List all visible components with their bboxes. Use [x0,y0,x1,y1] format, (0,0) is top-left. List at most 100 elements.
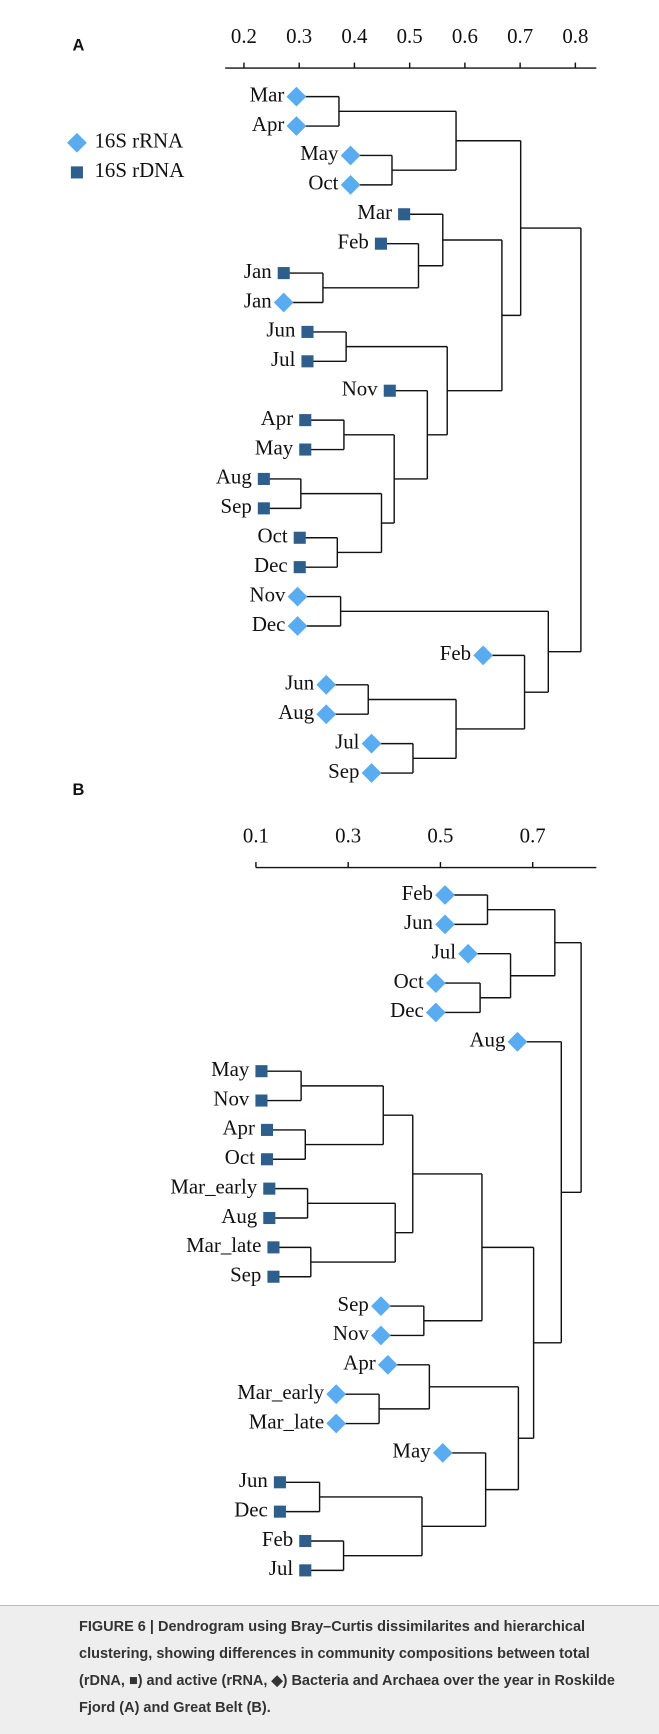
leaf-label: Sep [230,1263,261,1287]
leaf-marker [299,443,312,456]
leaf-label: Jul [271,347,296,371]
leaf-label: Mar_late [249,1409,324,1433]
leaf-label: Jun [285,671,315,695]
leaf-marker [301,325,314,338]
leaf-marker [316,674,337,695]
leaf-marker [371,1325,391,1346]
leaf-label: Aug [216,465,252,489]
leaf-marker [340,174,361,195]
leaf-label: Jun [239,1468,269,1492]
leaf-marker [263,1182,276,1195]
leaf-marker [267,1270,280,1283]
x-tick-label: 0.1 [243,824,269,848]
legend-marker [67,132,87,153]
leaf-label: May [255,435,294,459]
leaf-label: Sep [220,494,251,518]
leaf-marker [507,1031,528,1052]
leaf-marker [299,414,312,427]
leaf-marker [473,645,494,666]
leaf-label: Jul [269,1556,294,1580]
leaf-marker [435,885,455,905]
x-tick-label: 0.7 [520,824,546,848]
leaf-label: May [392,1439,431,1463]
leaf-label: Dec [254,553,288,577]
leaf-label: Jul [432,939,457,963]
leaf-label: Feb [338,229,369,253]
leaf-marker [287,586,308,607]
leaf-marker [374,237,387,250]
leaf-marker [398,208,411,221]
leaf-marker [377,1354,398,1375]
leaf-marker [293,561,306,574]
leaf-label: Mar [250,82,285,106]
leaf-marker [273,292,294,313]
leaf-label: Oct [225,1145,255,1169]
leaf-label: Nov [213,1086,249,1110]
leaf-marker [286,116,307,136]
leaf-label: Dec [390,998,424,1022]
legend-marker [70,166,83,179]
leaf-marker [255,1094,268,1107]
caption-box [0,1605,659,1734]
x-tick-label: 0.3 [286,24,312,48]
leaf-label: Mar_late [186,1233,261,1257]
legend-label: 16S rDNA [94,158,184,182]
leaf-marker [277,267,290,280]
leaf-marker [299,1564,312,1577]
leaf-label: Dec [252,612,286,636]
leaf-marker [361,763,382,783]
leaf-label: Nov [342,377,378,401]
leaf-marker [458,943,478,964]
x-tick-label: 0.7 [507,24,533,48]
x-tick-label: 0.3 [335,824,361,848]
leaf-label: Apr [261,406,293,430]
leaf-label: Apr [252,112,284,136]
leaf-label: Aug [221,1204,257,1228]
leaf-marker [435,914,455,935]
leaf-label: Jan [244,288,272,312]
leaf-marker [340,145,361,166]
leaf-label: Feb [262,1527,293,1551]
leaf-marker [287,616,308,636]
leaf-marker [361,733,382,754]
leaf-label: Feb [440,641,471,665]
leaf-label: Sep [338,1292,369,1316]
leaf-marker [293,531,306,544]
leaf-label: Jun [404,910,434,934]
leaf-label: Jun [266,318,296,342]
leaf-marker [326,1413,347,1434]
leaf-marker [257,502,270,515]
leaf-label: Dec [234,1497,268,1521]
leaf-label: May [211,1057,250,1081]
x-tick-label: 0.6 [452,24,478,48]
leaf-marker [432,1443,453,1463]
x-tick-label: 0.2 [231,24,257,48]
leaf-label: Mar_early [170,1174,257,1198]
caption: FIGURE 6 | Dendrogram using Bray–Curtis … [79,1619,615,1716]
leaf-marker [371,1296,391,1316]
leaf-marker [273,1476,286,1489]
leaf-marker [255,1065,268,1078]
leaf-marker [263,1211,276,1225]
x-tick-label: 0.4 [341,24,368,48]
panel-label: B [73,781,85,799]
leaf-label: Oct [258,524,288,548]
leaf-label: Aug [469,1028,505,1052]
legend-label: 16S rRNA [94,129,183,153]
leaf-label: Mar_early [237,1380,324,1404]
leaf-marker [260,1123,274,1136]
leaf-marker [316,704,337,725]
x-tick-label: 0.5 [397,24,423,48]
leaf-label: Nov [250,582,286,606]
leaf-label: Mar [357,200,392,224]
leaf-label: Oct [394,969,424,993]
leaf-label: Jul [335,729,360,753]
leaf-marker [299,1534,312,1548]
leaf-label: Nov [333,1321,369,1345]
leaf-marker [326,1384,347,1405]
leaf-label: May [300,141,339,165]
leaf-marker [286,86,307,107]
leaf-marker [267,1241,280,1254]
leaf-label: Apr [222,1116,254,1140]
